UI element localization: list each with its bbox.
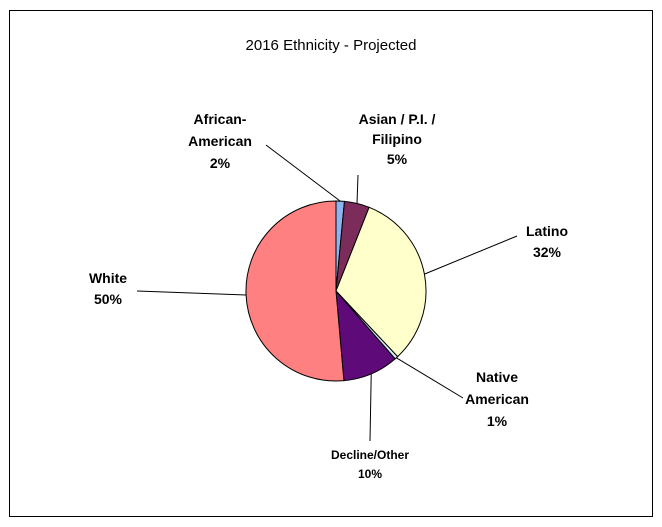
slice-label-4: Decline/Other 10% <box>331 448 409 481</box>
slice-value-0: 2% <box>210 155 231 171</box>
slice-labels: African- American 2% Asian / P.I. / Filipino… <box>89 111 568 481</box>
slice-label-1: Asian / P.I. / Filipino 5% <box>359 111 436 167</box>
slice-label-0: African- American 2% <box>188 111 252 171</box>
pie-slice-2 <box>335 206 427 358</box>
pie-slice-5 <box>245 200 345 382</box>
slice-name-2: Latino <box>526 223 568 239</box>
leader-line-1 <box>356 174 359 204</box>
slice-label-3: Native American 1% <box>465 369 529 429</box>
slice-value-3: 1% <box>487 413 508 429</box>
slice-value-5: 50% <box>94 291 123 307</box>
slice-name-3: American <box>465 391 529 407</box>
slice-name-0: African- <box>194 111 247 127</box>
slice-label-2: Latino 32% <box>526 223 568 260</box>
leader-line-0 <box>265 144 341 202</box>
slice-label-5: White 50% <box>89 270 127 307</box>
pie-slices <box>245 200 427 382</box>
leader-line-4 <box>369 373 372 442</box>
slice-value-4: 10% <box>358 467 382 481</box>
slice-name-1: Filipino <box>372 131 422 147</box>
slice-value-2: 32% <box>533 244 562 260</box>
leader-lines <box>136 144 518 442</box>
leader-line-2 <box>424 235 518 275</box>
slice-name-3: Native <box>476 369 518 385</box>
slice-name-0: American <box>188 133 252 149</box>
slice-name-1: Asian / P.I. / <box>359 111 436 127</box>
slice-value-1: 5% <box>387 151 408 167</box>
chart-title: 2016 Ethnicity - Projected <box>246 37 417 54</box>
leader-line-5 <box>136 290 247 296</box>
slice-name-5: White <box>89 270 127 286</box>
leader-line-3 <box>396 357 464 399</box>
slice-name-4: Decline/Other <box>331 448 409 462</box>
